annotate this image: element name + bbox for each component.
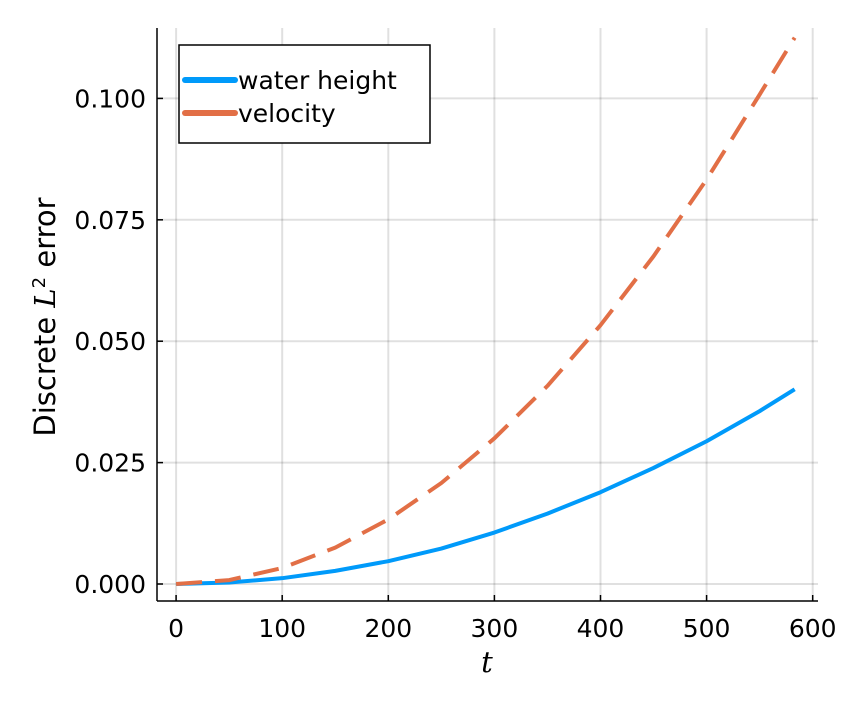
x-axis-label: t <box>481 645 493 679</box>
series-line-velocity <box>175 36 797 586</box>
x-tick-label: 400 <box>577 614 625 643</box>
y-tick-label: 0.025 <box>74 449 146 478</box>
y-tick-label: 0.000 <box>74 570 146 599</box>
y-tick-label: 0.075 <box>74 206 146 235</box>
x-tick-label: 100 <box>258 614 306 643</box>
y-axis-label: Discrete L2 error <box>28 197 62 436</box>
tick-labels: 0 100 200 300 400 500 600 0.000 0.025 0.050 0.075 0… <box>74 84 836 643</box>
x-tick-label: 600 <box>789 614 837 643</box>
legend-box <box>178 44 431 144</box>
x-tick-label: 300 <box>471 614 519 643</box>
legend-label-water-height: water height <box>238 66 397 95</box>
y-tick-label: 0.050 <box>74 327 146 356</box>
series-line-water-height <box>176 387 796 586</box>
series-lines <box>175 36 797 586</box>
axes <box>156 28 818 602</box>
legend: water height velocity <box>178 44 431 144</box>
x-tick-label: 0 <box>168 614 184 643</box>
y-tick-label: 0.100 <box>74 84 146 113</box>
x-tick-label: 200 <box>364 614 412 643</box>
legend-label-velocity: velocity <box>238 99 336 128</box>
x-tick-label: 500 <box>683 614 731 643</box>
